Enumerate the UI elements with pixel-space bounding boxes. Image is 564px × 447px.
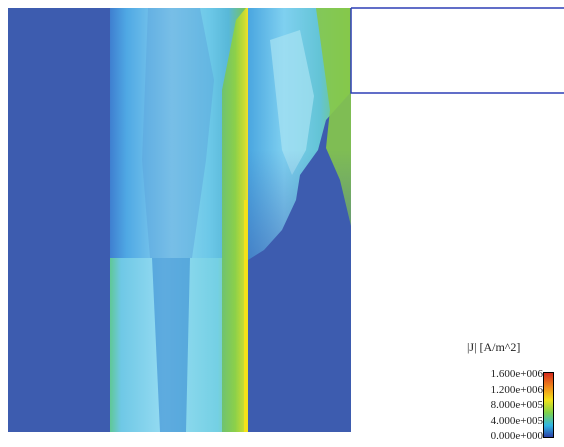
legend-tick: 0.000e+000 (490, 430, 543, 442)
middle-band-core (152, 258, 190, 432)
middle-band-shadow (142, 8, 214, 258)
legend-tick: 8.000e+005 (490, 399, 543, 411)
high-density-edge-strip (222, 8, 248, 432)
color-legend: |J| [A/m^2] 1.600e+006 1.200e+006 8.000e… (455, 340, 560, 445)
legend-tick: 1.600e+006 (490, 368, 543, 380)
legend-title: |J| [A/m^2] (467, 340, 521, 354)
right-band-light-tongue (270, 30, 314, 175)
legend-tick: 1.200e+006 (490, 383, 543, 396)
boundary-outline (350, 7, 564, 94)
legend-ticks: 1.600e+006 1.200e+006 8.000e+005 4.000e+… (468, 367, 543, 445)
legend-tick: 4.000e+005 (490, 414, 543, 427)
right-band-fade (248, 150, 351, 270)
legend-color-bar (543, 372, 554, 438)
peak-density-line (244, 200, 248, 432)
